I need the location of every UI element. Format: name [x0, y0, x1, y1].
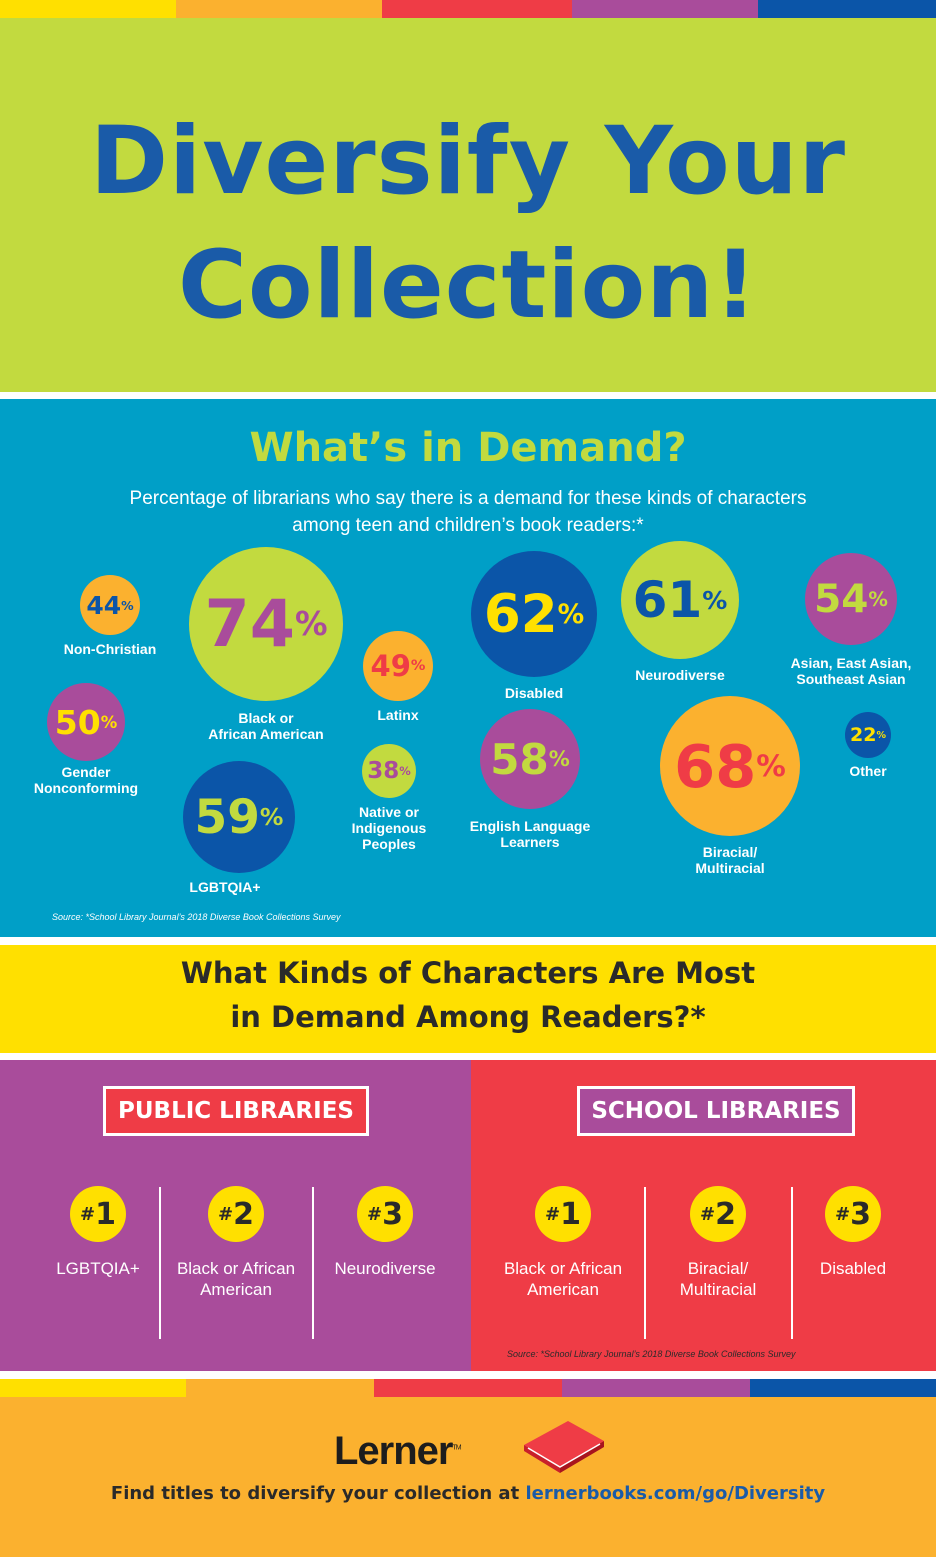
- kinds-title: What Kinds of Characters Are Most in Dem…: [180, 956, 756, 1034]
- top-color-stripe: [0, 0, 936, 18]
- demand-bubble: 50%: [47, 683, 125, 761]
- rank-label: Black or African American: [176, 1259, 296, 1299]
- demand-value: 50: [54, 702, 101, 742]
- rank-label: Black or African American: [503, 1259, 623, 1299]
- demand-bubble: 22%: [845, 712, 891, 758]
- demand-label: Disabled: [504, 685, 564, 701]
- demand-bubble: 62%: [471, 551, 597, 677]
- demand-subtitle: Percentage of librarians who say there i…: [129, 488, 807, 536]
- demand-bubble: 44%: [80, 575, 140, 635]
- demand-label: Neurodiverse: [635, 667, 725, 683]
- rank-label: LGBTQIA+: [56, 1259, 140, 1278]
- demand-bubble: 61%: [621, 541, 739, 659]
- demand-label: Latinx: [377, 707, 419, 723]
- demand-bubble: 38%: [362, 744, 416, 798]
- demand-value: 22: [850, 724, 877, 746]
- demand-label: Native or Indigenous Peoples: [351, 804, 427, 852]
- school-rank-2: #2 Biracial/Multiracial: [656, 1186, 780, 1300]
- public-libraries-label: PUBLIC LIBRARIES: [103, 1086, 369, 1136]
- school-rank-1: #1 Black or African American: [493, 1186, 633, 1300]
- rank-label: Disabled: [819, 1259, 887, 1278]
- demand-source: Source: *School Library Journal’s 2018 D…: [52, 912, 341, 922]
- demand-label: Black or African American: [208, 710, 324, 742]
- public-rank-2: #2 Black or African American: [166, 1186, 306, 1300]
- demand-value: 44: [86, 590, 122, 620]
- demand-label: Other: [849, 763, 887, 779]
- rank-badge: #1: [535, 1186, 591, 1242]
- demand-bubble: 54%: [805, 553, 897, 645]
- kinds-banner: What Kinds of Characters Are Most in Dem…: [0, 945, 936, 1053]
- demand-value: 59: [194, 789, 260, 845]
- demand-label: LGBTQIA+: [189, 879, 261, 895]
- demand-value: 54: [814, 576, 869, 622]
- demand-label: Gender Nonconforming: [33, 764, 139, 796]
- rank-badge: #2: [690, 1186, 746, 1242]
- demand-bubble: 68%: [660, 696, 800, 836]
- divider: [791, 1187, 793, 1339]
- book-icon: [524, 1421, 604, 1473]
- hero-banner: Diversify Your Collection!: [0, 18, 936, 392]
- footer-cta: Find titles to diversify your collection…: [110, 1483, 826, 1504]
- demand-value: 68: [674, 731, 757, 801]
- demand-value: 74: [204, 586, 295, 662]
- demand-value: 49: [370, 649, 411, 683]
- demand-bubble: 74%: [189, 547, 343, 701]
- demand-value: 58: [490, 734, 549, 784]
- demand-value: 38: [367, 758, 400, 784]
- lerner-logo: LernerTM: [334, 1429, 462, 1473]
- rank-badge: #1: [70, 1186, 126, 1242]
- demand-label: Biracial/Multiracial: [695, 844, 765, 876]
- rank-label: Biracial/Multiracial: [679, 1259, 757, 1299]
- demand-value: 61: [632, 571, 703, 629]
- public-libraries-panel: PUBLIC LIBRARIES #1 LGBTQIA+ #2 Black or…: [0, 1060, 471, 1371]
- whats-in-demand-section: What’s in Demand? Percentage of libraria…: [0, 399, 936, 937]
- demand-bubble: 49%: [363, 631, 433, 701]
- school-libraries-panel: SCHOOL LIBRARIES #1 Black or African Amer…: [471, 1060, 936, 1371]
- demand-bubble: 59%: [183, 761, 295, 873]
- school-rank-3: #3 Disabled: [801, 1186, 905, 1279]
- demand-label: English Language Learners: [469, 818, 591, 850]
- school-libraries-label: SCHOOL LIBRARIES: [577, 1086, 855, 1136]
- demand-bubble: 58%: [480, 709, 580, 809]
- demand-value: 62: [483, 583, 558, 645]
- public-rank-1: #1 LGBTQIA+: [48, 1186, 148, 1279]
- page-title: Diversify Your Collection!: [90, 107, 846, 340]
- diversity-link[interactable]: lernerbooks.com/go/Diversity: [525, 1483, 826, 1504]
- demand-label: Non-Christian: [63, 641, 157, 657]
- rank-badge: #2: [208, 1186, 264, 1242]
- school-source: Source: *School Library Journal’s 2018 D…: [507, 1349, 796, 1359]
- bottom-color-stripe: [0, 1379, 936, 1397]
- public-rank-3: #3 Neurodiverse: [320, 1186, 450, 1279]
- divider: [312, 1187, 314, 1339]
- rank-badge: #3: [357, 1186, 413, 1242]
- divider: [159, 1187, 161, 1339]
- demand-label: Asian, East Asian, Southeast Asian: [790, 655, 912, 687]
- demand-title: What’s in Demand?: [249, 425, 687, 471]
- footer: LernerTM Find titles to diversify your c…: [0, 1397, 936, 1557]
- rank-badge: #3: [825, 1186, 881, 1242]
- divider: [644, 1187, 646, 1339]
- rank-label: Neurodiverse: [334, 1259, 436, 1278]
